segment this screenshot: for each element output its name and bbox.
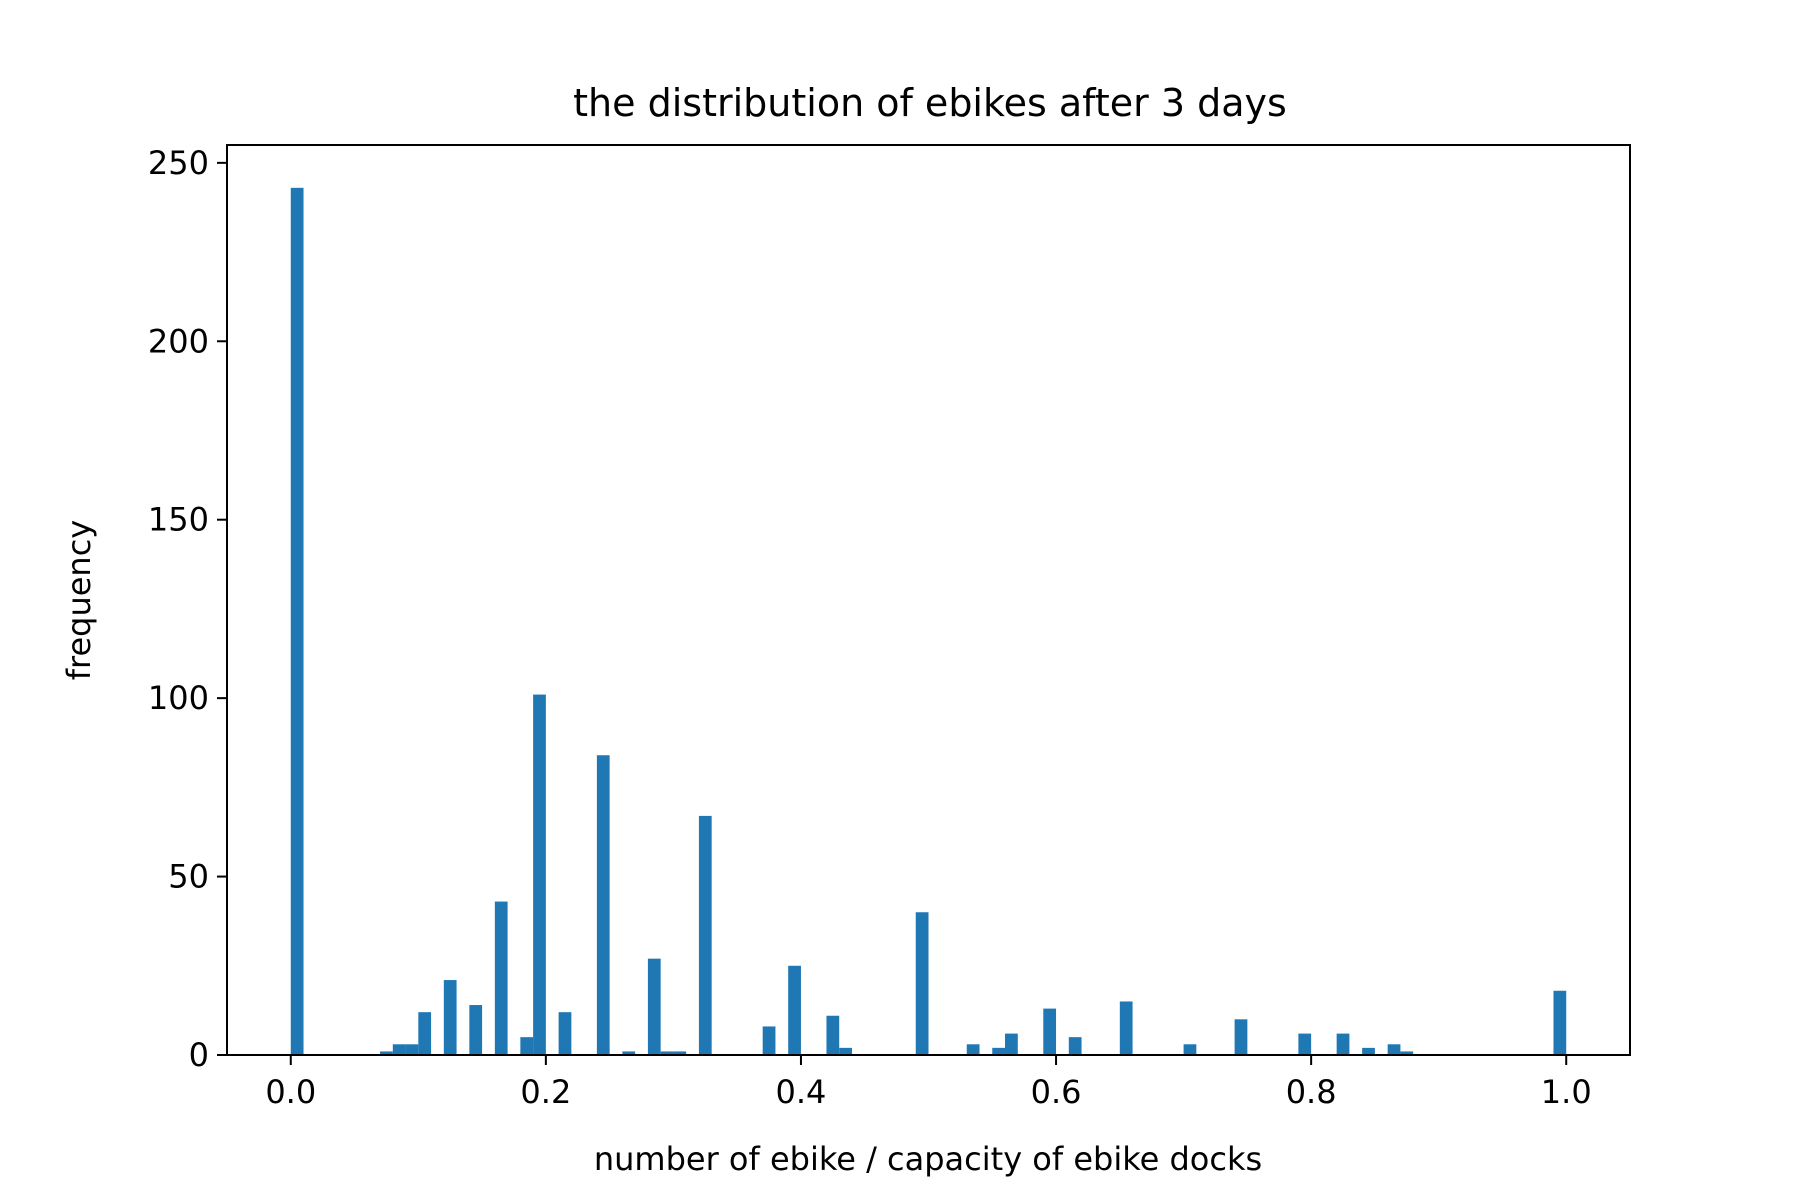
bar-12 [622, 1051, 636, 1055]
y-tick-label: 0 [189, 1036, 209, 1074]
y-tick-label: 100 [148, 679, 209, 717]
y-axis: 0 50 100 150 200 250 [148, 144, 227, 1074]
bar-8 [520, 1037, 534, 1055]
bars-group [290, 187, 1567, 1055]
y-tick-label: 250 [148, 144, 209, 182]
x-tick-label: 0.4 [776, 1073, 827, 1111]
bar-9 [533, 694, 546, 1055]
x-tick-label: 0.8 [1286, 1073, 1337, 1111]
bar-6 [469, 1005, 483, 1055]
bar-15 [673, 1051, 687, 1055]
x-tick-label: 0.6 [1031, 1073, 1082, 1111]
y-tick-label: 150 [148, 501, 209, 539]
bar-31 [1336, 1033, 1350, 1055]
bar-14 [660, 1051, 674, 1055]
x-tick-label: 1.0 [1541, 1073, 1592, 1111]
y-tick-label: 200 [148, 322, 209, 360]
bar-4 [418, 1012, 432, 1055]
bar-17 [762, 1026, 776, 1055]
x-axis-label: number of ebike / capacity of ebike dock… [594, 1140, 1262, 1178]
x-tick-label: 0.0 [265, 1073, 316, 1111]
bar-22 [966, 1044, 980, 1055]
y-tick-label: 50 [168, 858, 209, 896]
bar-28 [1183, 1044, 1197, 1055]
bar-11 [596, 755, 610, 1055]
bar-30 [1298, 1033, 1312, 1055]
bar-26 [1068, 1037, 1082, 1055]
bar-13 [647, 958, 661, 1055]
bar-1 [380, 1051, 393, 1055]
y-axis-label: frequency [60, 520, 98, 681]
x-tick-label: 0.2 [520, 1073, 571, 1111]
plot-frame [226, 144, 1631, 1056]
bar-35 [1553, 990, 1567, 1055]
bar-16 [698, 815, 712, 1055]
bar-19 [826, 1015, 840, 1055]
bar-34 [1400, 1051, 1414, 1055]
bar-27 [1119, 1001, 1133, 1055]
bar-0 [290, 187, 304, 1055]
bar-23 [992, 1047, 1006, 1055]
bar-29 [1234, 1019, 1248, 1055]
bar-18 [788, 965, 801, 1055]
bar-24 [1005, 1033, 1018, 1055]
bar-32 [1362, 1047, 1375, 1055]
bar-25 [1043, 1008, 1057, 1055]
x-axis: 0.0 0.2 0.4 0.6 0.8 1.0 [265, 1055, 1592, 1111]
chart-title: the distribution of ebikes after 3 days [573, 81, 1287, 125]
bar-10 [558, 1012, 572, 1055]
bar-3 [405, 1044, 419, 1055]
bar-33 [1387, 1044, 1401, 1055]
bar-20 [839, 1047, 852, 1055]
bar-2 [392, 1044, 406, 1055]
bar-5 [443, 980, 457, 1055]
bar-21 [915, 912, 929, 1055]
bar-7 [494, 901, 508, 1055]
